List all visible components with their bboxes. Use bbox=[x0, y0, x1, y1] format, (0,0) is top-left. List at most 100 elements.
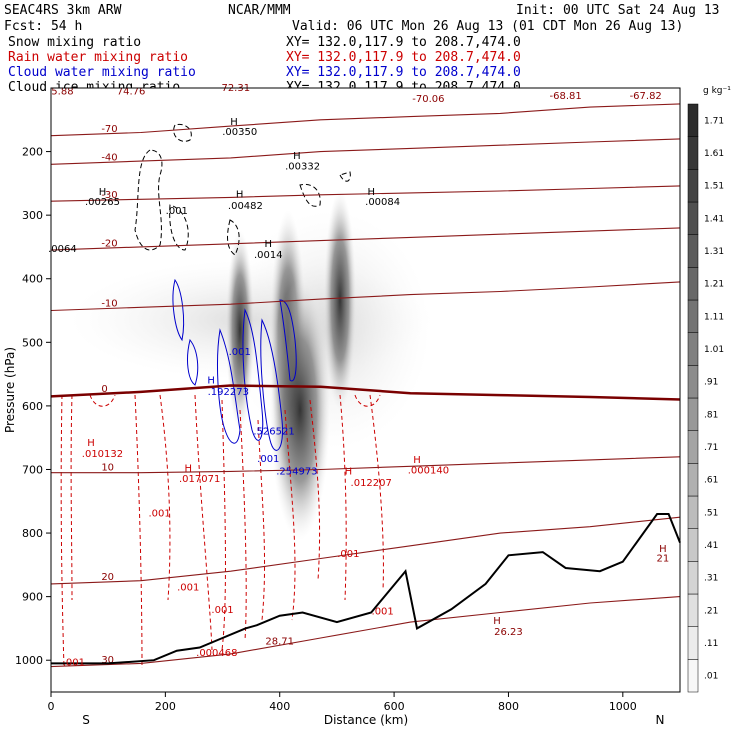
colorbar-swatch bbox=[687, 201, 699, 235]
isotherm-line bbox=[50, 185, 681, 202]
contour-annotation: -72.31 bbox=[218, 83, 250, 94]
terrain-line bbox=[51, 513, 681, 665]
isotherm-line bbox=[50, 103, 681, 137]
contour-annotation: H bbox=[367, 187, 375, 198]
contour-annotation: .00482 bbox=[228, 201, 263, 212]
colorbar-swatch bbox=[687, 495, 699, 529]
contour-annotation: -67.82 bbox=[630, 91, 662, 102]
contour-annotation: H bbox=[184, 463, 192, 474]
y-tick-label: 400 bbox=[22, 273, 43, 286]
contour-annotation: H bbox=[207, 376, 215, 387]
isotherm-label: -70 bbox=[101, 124, 117, 135]
header-right: Init: 00 UTC Sat 24 Aug 13 bbox=[516, 3, 720, 18]
contour-annotation: .001 bbox=[149, 509, 171, 520]
plot-area: -70 -40 -30 -20 -10 0 10 20 30 5.88 74.76 -72.31 -7… bbox=[48, 83, 681, 693]
contour-annotation: .00265 bbox=[85, 197, 120, 208]
rain-contour bbox=[354, 394, 381, 407]
contour-annotations: 5.88 74.76 -72.31-70.06 -68.81 -67.82H.00350… bbox=[48, 83, 669, 668]
temperature-isotherms: -70 -40 -30 -20 -10 0 10 20 30 bbox=[50, 103, 681, 668]
colorbar-label: .01 bbox=[704, 672, 718, 682]
colorbar-label: 1.51 bbox=[704, 182, 724, 192]
contour-annotation: .00084 bbox=[365, 197, 400, 208]
isotherm-label: -10 bbox=[101, 299, 117, 310]
y-tick-label: 200 bbox=[22, 146, 43, 159]
contour-annotation: -70.06 bbox=[412, 94, 444, 105]
rain-contour bbox=[134, 394, 143, 669]
colorbar-label: 1.71 bbox=[704, 116, 724, 126]
rain-contour bbox=[89, 394, 116, 407]
cloud-water-contours bbox=[172, 278, 297, 451]
header-left: SEAC4RS 3km ARW bbox=[4, 3, 122, 18]
contour-annotation: .254973 bbox=[276, 467, 317, 478]
contour-annotation: H bbox=[99, 187, 107, 198]
colorbar-label: .21 bbox=[704, 606, 718, 616]
y-axis-label: Pressure (hPa) bbox=[3, 347, 17, 433]
colorbar-swatch bbox=[687, 626, 699, 660]
dark-shade-column bbox=[324, 190, 356, 410]
y-tick-label: 300 bbox=[22, 209, 43, 222]
x-tick-label: 200 bbox=[155, 700, 176, 713]
colorbar-swatch bbox=[687, 103, 699, 137]
isotherm-label: -40 bbox=[101, 153, 117, 164]
contour-annotation: .001 bbox=[211, 605, 233, 616]
contour-annotation: H bbox=[413, 455, 421, 466]
cloud-water-contour bbox=[217, 328, 241, 444]
isotherm-label: -20 bbox=[101, 238, 117, 249]
isotherm-line bbox=[50, 516, 681, 585]
contour-annotation: .001 bbox=[177, 582, 199, 593]
contour-annotation: -68.81 bbox=[550, 91, 582, 102]
isotherm-label: 30 bbox=[101, 655, 114, 666]
colorbar-swatch bbox=[687, 169, 699, 203]
contour-annotation: H bbox=[345, 467, 353, 478]
colorbar-label: .61 bbox=[704, 476, 718, 486]
x-tick-label: 0 bbox=[48, 700, 55, 713]
x-tick-label: 800 bbox=[498, 700, 519, 713]
contour-annotation: .192273 bbox=[208, 387, 249, 398]
contour-annotation: 26.23 bbox=[494, 627, 523, 638]
contour-annotation: .010132 bbox=[82, 449, 123, 460]
axes: 0 200 400 600 800 100020030040050060070080090… bbox=[15, 146, 637, 713]
contour-annotation: .001 bbox=[257, 454, 279, 465]
colorbar-label: .71 bbox=[704, 443, 718, 453]
rain-contour bbox=[257, 419, 266, 621]
snow-contour bbox=[173, 123, 192, 142]
valid-time: Valid: 06 UTC Mon 26 Aug 13 (01 CDT Mon … bbox=[292, 19, 683, 34]
colorbar-unit: g kg⁻¹ bbox=[703, 86, 731, 96]
y-tick-label: 900 bbox=[22, 591, 43, 604]
contour-annotation: H bbox=[293, 151, 301, 162]
colorbar-swatch bbox=[687, 463, 699, 497]
colorbar-swatch bbox=[687, 561, 699, 595]
rain-contour bbox=[60, 394, 65, 669]
colorbar-label: 1.31 bbox=[704, 247, 724, 257]
y-tick-label: 700 bbox=[22, 463, 43, 476]
contour-annotation: 28.71 bbox=[265, 636, 294, 647]
isotherm-label: 20 bbox=[101, 572, 114, 583]
y-tick-label: 600 bbox=[22, 400, 43, 413]
y-tick-label: 1000 bbox=[15, 654, 43, 667]
rain-contour bbox=[194, 394, 213, 651]
forecast-hour: Fcst: 54 h bbox=[4, 19, 82, 34]
snow-contour bbox=[299, 183, 321, 207]
colorbar-swatch bbox=[687, 528, 699, 562]
isotherm-line bbox=[50, 596, 681, 668]
x-tick-label: 600 bbox=[384, 700, 405, 713]
contour-annotation: H bbox=[265, 239, 273, 250]
isotherm-line bbox=[50, 384, 681, 401]
colorbar-label: 1.01 bbox=[704, 345, 724, 355]
snow-contour bbox=[169, 204, 189, 251]
isotherm-line bbox=[50, 281, 681, 312]
contour-annotation: .00332 bbox=[285, 161, 320, 172]
cloud-water-contour bbox=[172, 278, 185, 342]
colorbar-swatch bbox=[687, 332, 699, 366]
colorbar-label: .51 bbox=[704, 508, 718, 518]
contour-annotation: .001 bbox=[229, 347, 251, 358]
colorbar-swatch bbox=[687, 234, 699, 268]
legend-cloud-water-xy: XY= 132.0,117.9 to 208.7,474.0 bbox=[286, 65, 521, 80]
dark-shade-column bbox=[226, 230, 254, 430]
contour-annotation: .001 bbox=[166, 206, 188, 217]
colorbar-label: .81 bbox=[704, 410, 718, 420]
contour-annotation: H bbox=[659, 544, 667, 555]
legend-snow-label: Snow mixing ratio bbox=[8, 35, 141, 50]
cloud-water-contour bbox=[187, 338, 199, 386]
